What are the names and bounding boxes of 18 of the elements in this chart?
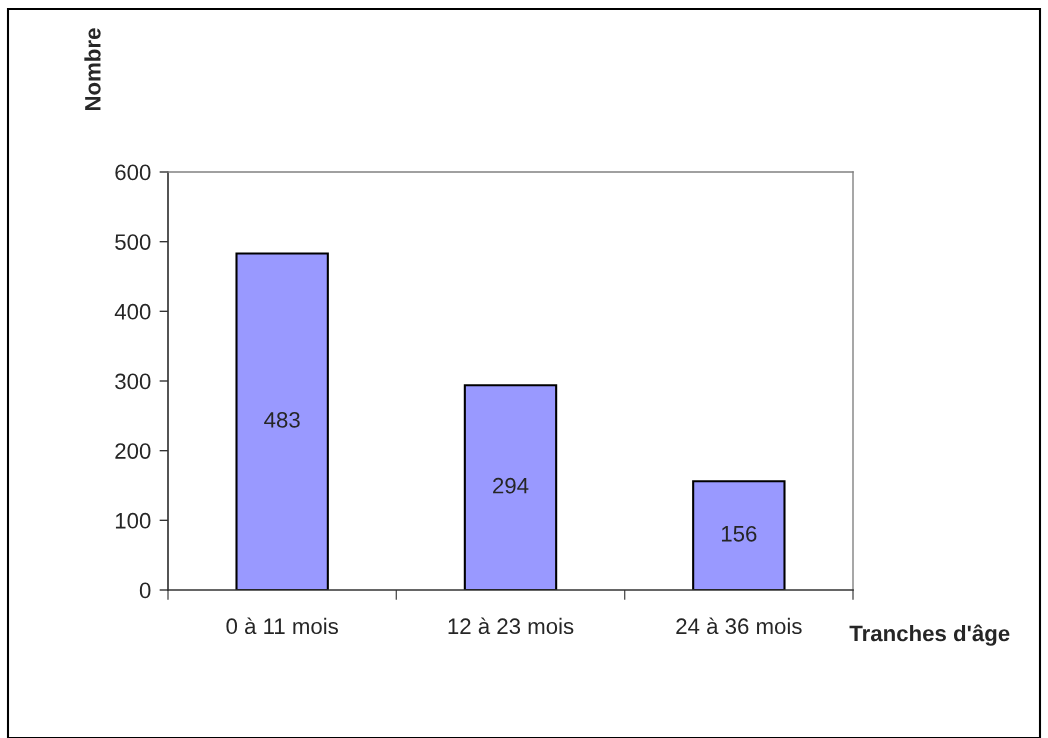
y-tick-label: 200 [115, 443, 151, 459]
bar [463, 384, 558, 590]
data-label: 483 [264, 411, 300, 428]
x-axis-title: Tranches d'âge [849, 624, 1010, 646]
bar [235, 252, 329, 590]
x-tick-label: 24 à 36 mois [676, 617, 802, 635]
data-label: 294 [493, 477, 529, 494]
x-tick-label: 0 à 11 mois [226, 617, 338, 635]
x-tick-label: 12 à 23 mois [448, 617, 574, 635]
data-label: 156 [721, 525, 757, 542]
y-tick-label: 600 [115, 164, 151, 181]
bar [692, 480, 786, 590]
y-axis-title: Nombre [84, 28, 101, 111]
y-tick-label: 100 [115, 512, 151, 529]
y-tick-label: 400 [114, 303, 151, 320]
y-tick-label: 0 [139, 582, 151, 599]
y-tick-label: 300 [115, 373, 151, 390]
y-tick-label: 500 [115, 234, 151, 250]
